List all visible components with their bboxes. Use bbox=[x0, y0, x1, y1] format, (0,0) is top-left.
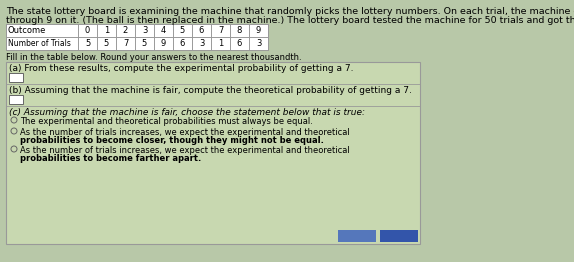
Text: 7: 7 bbox=[218, 26, 223, 35]
Text: Number of Trials: Number of Trials bbox=[8, 39, 71, 48]
Text: 0: 0 bbox=[85, 26, 90, 35]
Text: 3: 3 bbox=[256, 39, 261, 48]
Text: 5: 5 bbox=[104, 39, 109, 48]
Bar bbox=[338, 230, 376, 242]
Text: 5: 5 bbox=[180, 26, 185, 35]
Text: through 9 on it. (The ball is then replaced in the machine.) The lottery board t: through 9 on it. (The ball is then repla… bbox=[6, 16, 574, 25]
Text: 5: 5 bbox=[142, 39, 147, 48]
Text: Outcome: Outcome bbox=[8, 26, 46, 35]
Text: 3: 3 bbox=[142, 26, 147, 35]
Text: 7: 7 bbox=[123, 39, 128, 48]
Bar bbox=[6, 24, 268, 50]
Text: 6: 6 bbox=[199, 26, 204, 35]
Text: (a) From these results, compute the experimental probability of getting a 7.: (a) From these results, compute the expe… bbox=[9, 64, 354, 73]
Text: 3: 3 bbox=[199, 39, 204, 48]
Bar bbox=[9, 95, 23, 104]
Text: 8: 8 bbox=[237, 26, 242, 35]
Bar bbox=[9, 73, 23, 82]
Text: 1: 1 bbox=[104, 26, 109, 35]
Text: 1: 1 bbox=[218, 39, 223, 48]
Text: The state lottery board is examining the machine that randomly picks the lottery: The state lottery board is examining the… bbox=[6, 7, 574, 16]
Text: Fill in the table below. Round your answers to the nearest thousandth.: Fill in the table below. Round your answ… bbox=[6, 53, 301, 62]
Text: 6: 6 bbox=[180, 39, 185, 48]
Text: The experimental and theoretical probabilities must always be equal.: The experimental and theoretical probabi… bbox=[20, 117, 313, 126]
Text: 9: 9 bbox=[256, 26, 261, 35]
Text: 6: 6 bbox=[237, 39, 242, 48]
Bar bbox=[6, 62, 420, 244]
Text: As the number of trials increases, we expect the experimental and theoretical: As the number of trials increases, we ex… bbox=[20, 146, 350, 155]
Text: 4: 4 bbox=[161, 26, 166, 35]
Text: 5: 5 bbox=[85, 39, 90, 48]
Text: probabilities to become farther apart.: probabilities to become farther apart. bbox=[20, 154, 201, 163]
Text: (b) Assuming that the machine is fair, compute the theoretical probability of ge: (b) Assuming that the machine is fair, c… bbox=[9, 86, 412, 95]
Text: 2: 2 bbox=[123, 26, 128, 35]
Text: 9: 9 bbox=[161, 39, 166, 48]
Text: As the number of trials increases, we expect the experimental and theoretical: As the number of trials increases, we ex… bbox=[20, 128, 350, 137]
Text: (c) Assuming that the machine is fair, choose the statement below that is true:: (c) Assuming that the machine is fair, c… bbox=[9, 108, 365, 117]
Bar bbox=[380, 230, 418, 242]
Text: probabilities to become closer, though they might not be equal.: probabilities to become closer, though t… bbox=[20, 136, 324, 145]
